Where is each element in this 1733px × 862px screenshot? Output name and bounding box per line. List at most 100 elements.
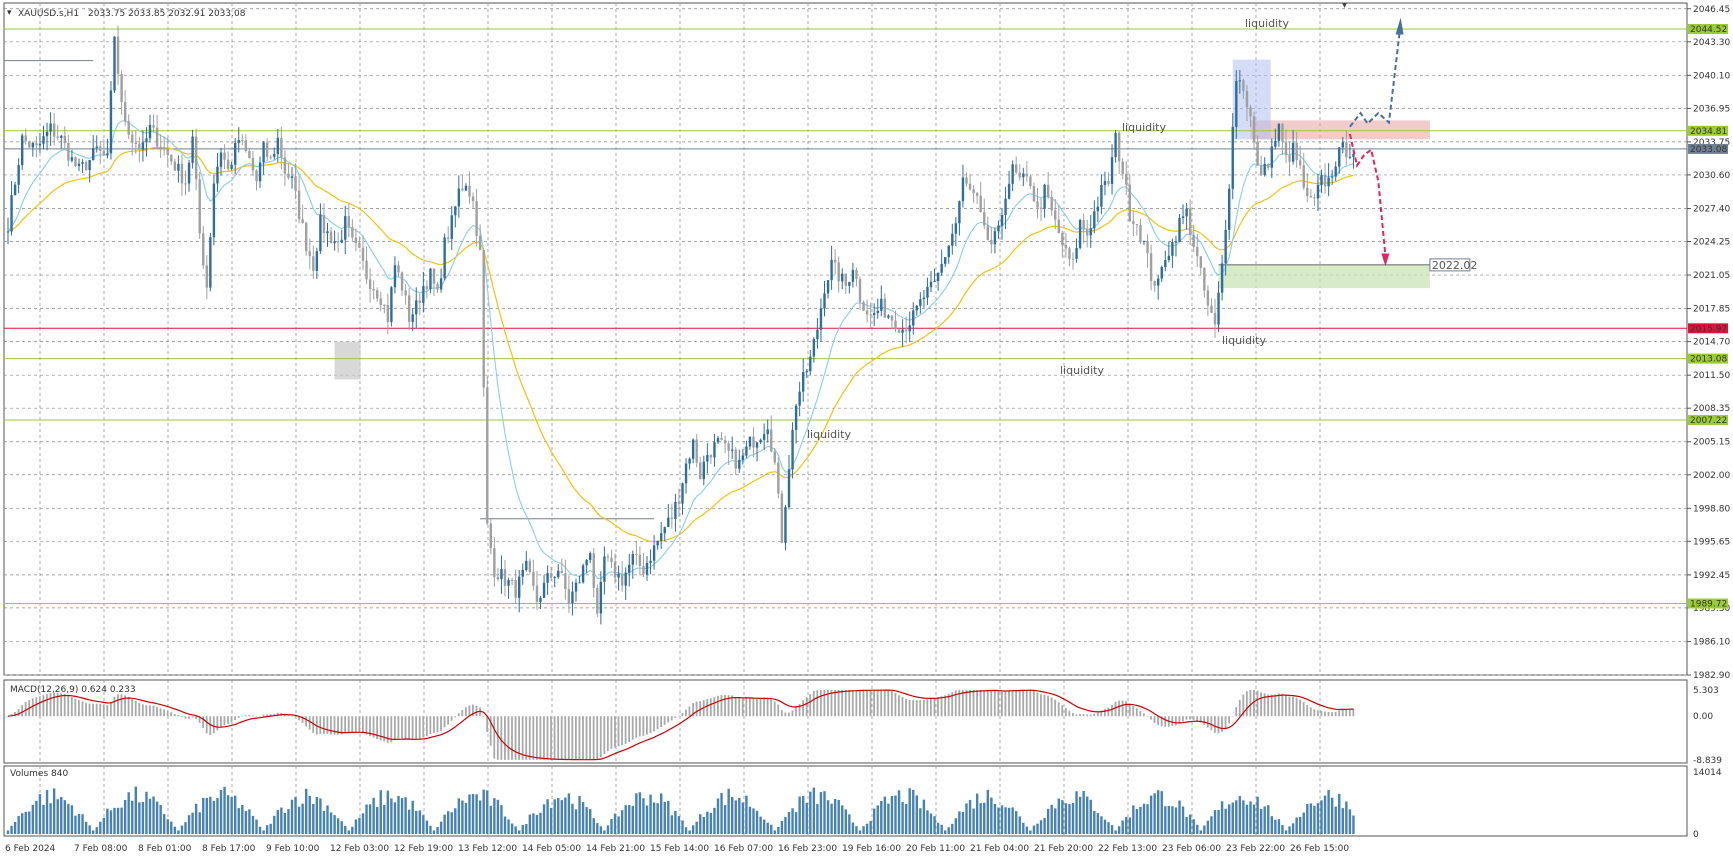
candle-body: [830, 259, 833, 281]
candle-body: [755, 442, 759, 448]
x-tick-label: 23 Feb 06:00: [1162, 844, 1221, 854]
volume-bar: [1224, 808, 1227, 834]
macd-bar: [695, 701, 698, 717]
candle-body: [518, 576, 521, 598]
candle-body: [351, 227, 354, 238]
macd-signal-line: [7, 689, 1354, 761]
candle-body: [198, 179, 201, 234]
volume-bar: [1267, 805, 1270, 834]
candle-body: [560, 570, 563, 574]
candle-body: [450, 215, 453, 239]
macd-bar: [298, 716, 300, 721]
candle-body: [77, 163, 81, 167]
macd-bar: [958, 690, 961, 717]
volume-pane[interactable]: 14014 0 Volumes 840: [3, 765, 1722, 840]
macd-bar: [1327, 711, 1330, 717]
macd-bar: [898, 695, 900, 717]
candle-body: [926, 287, 929, 298]
candle-body: [1316, 184, 1320, 199]
candle-body: [883, 298, 887, 318]
macd-bar: [969, 690, 971, 717]
macd-bar: [60, 693, 63, 717]
candles-layer[interactable]: [6, 25, 1355, 625]
macd-bar: [362, 716, 364, 733]
macd-bar: [688, 706, 691, 717]
macd-bar: [223, 716, 226, 726]
candle-body: [1015, 164, 1018, 173]
macd-bar: [1228, 716, 1230, 724]
candle-body: [475, 201, 478, 236]
macd-bar: [1047, 695, 1049, 717]
volume-bar: [109, 810, 113, 834]
candle-body: [184, 183, 187, 185]
macd-bar: [35, 697, 38, 717]
candle-body: [425, 286, 429, 290]
volume-bar: [997, 807, 1000, 834]
candle-body: [858, 279, 862, 303]
candle-body: [1309, 196, 1313, 198]
candle-body: [280, 137, 283, 158]
macd-bar: [1036, 692, 1039, 717]
volume-bar: [596, 823, 599, 834]
macd-bar: [1043, 694, 1046, 717]
volume-bar: [155, 801, 159, 834]
level-tag: [1688, 353, 1728, 364]
volume-bar: [1203, 825, 1206, 834]
candle-body: [223, 152, 226, 160]
candle-body: [13, 184, 17, 196]
volume-bar: [436, 826, 439, 834]
candle-body: [134, 142, 137, 144]
volume-bar: [965, 803, 968, 834]
macd-pane[interactable]: 5.303 0.00 -8.839 MACD(12,26,9) 0.624 0.23…: [3, 679, 1722, 766]
candle-body: [106, 153, 109, 156]
macd-bar: [202, 716, 205, 729]
candle-body: [315, 251, 319, 271]
volume-series: [6, 786, 1355, 834]
volume-bar: [17, 815, 20, 834]
macd-bar: [908, 699, 911, 717]
candle-body: [752, 436, 755, 448]
candle-body: [660, 533, 663, 541]
candle-body: [589, 553, 592, 560]
macd-bar: [1274, 694, 1277, 717]
x-tick-label: 12 Feb 03:00: [330, 844, 389, 854]
macd-bar: [330, 716, 332, 735]
header-ohlc-icon[interactable]: ▾: [7, 8, 12, 18]
candle-body: [329, 231, 333, 244]
volume-bar: [131, 800, 134, 834]
volume-bar: [358, 817, 361, 834]
candle-body: [897, 329, 901, 333]
candle-body: [407, 295, 411, 322]
candle-body: [1231, 126, 1234, 189]
volume-bar: [265, 825, 269, 834]
macd-bar: [415, 716, 418, 740]
volume-bar: [1139, 806, 1142, 834]
candle-body: [706, 454, 709, 462]
candle-body: [1338, 147, 1341, 167]
candle-body: [1288, 155, 1291, 162]
macd-bar: [191, 716, 194, 718]
volume-bar: [780, 820, 784, 834]
volume-bar: [123, 799, 127, 834]
candle-body: [120, 73, 123, 103]
macd-bar: [397, 716, 400, 739]
macd-axis: 5.303 0.00 -8.839: [1693, 686, 1722, 766]
volume-bar: [574, 809, 578, 834]
macd-bar: [961, 690, 964, 717]
macd-bar: [365, 716, 368, 735]
candle-body: [1327, 177, 1330, 187]
candle-body: [841, 273, 844, 282]
macd-bar: [184, 716, 187, 719]
volume-bar: [805, 802, 808, 834]
volume-bar: [1068, 804, 1071, 834]
candle-body: [336, 241, 340, 243]
macd-bar: [464, 707, 467, 717]
y-tick-label: 1989.30: [1693, 604, 1730, 614]
candle-body: [155, 127, 159, 147]
candle-body: [432, 268, 436, 284]
volume-bar: [354, 819, 358, 834]
price-pane[interactable]: liquidity liquidity liquidity liquidity liqu…: [3, 0, 1730, 681]
macd-bar: [1057, 702, 1060, 717]
volume-bar: [823, 791, 826, 834]
